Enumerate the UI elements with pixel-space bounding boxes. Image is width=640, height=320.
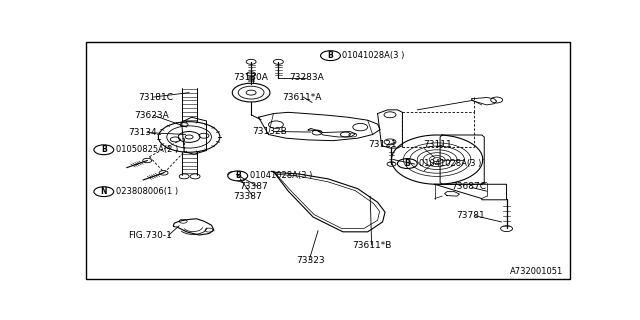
Text: 73121: 73121 bbox=[369, 140, 397, 149]
Text: 73611*B: 73611*B bbox=[352, 241, 391, 250]
Text: B: B bbox=[404, 159, 410, 168]
Text: 023808006(1 ): 023808006(1 ) bbox=[116, 187, 178, 196]
Text: B: B bbox=[328, 51, 333, 60]
Text: B: B bbox=[101, 145, 107, 154]
Text: 73387: 73387 bbox=[239, 182, 268, 191]
Text: A732001051: A732001051 bbox=[510, 267, 564, 276]
Text: 73283A: 73283A bbox=[289, 73, 324, 82]
Text: 73111: 73111 bbox=[423, 140, 452, 149]
Circle shape bbox=[228, 171, 248, 181]
Text: 73623A: 73623A bbox=[134, 111, 170, 120]
Text: 73132B: 73132B bbox=[253, 127, 287, 136]
Text: 73781: 73781 bbox=[456, 211, 484, 220]
Text: 73611*A: 73611*A bbox=[282, 92, 322, 101]
Text: 73387: 73387 bbox=[233, 192, 262, 201]
Text: 73134: 73134 bbox=[129, 128, 157, 137]
Circle shape bbox=[94, 187, 114, 196]
Text: 73130A: 73130A bbox=[233, 73, 268, 82]
Text: 73323: 73323 bbox=[296, 256, 324, 265]
Text: 01041028A(3 ): 01041028A(3 ) bbox=[342, 51, 404, 60]
Text: 01041028A(3 ): 01041028A(3 ) bbox=[250, 172, 312, 180]
Text: 01041028A(3 ): 01041028A(3 ) bbox=[419, 159, 482, 168]
Circle shape bbox=[397, 159, 417, 169]
Text: N: N bbox=[100, 187, 107, 196]
Text: 73181C: 73181C bbox=[138, 92, 173, 101]
Text: 73687C: 73687C bbox=[451, 182, 486, 191]
Circle shape bbox=[321, 51, 340, 60]
Text: B: B bbox=[235, 172, 241, 180]
Text: FIG.730-1: FIG.730-1 bbox=[129, 231, 173, 240]
Text: 01050825A(2 ): 01050825A(2 ) bbox=[116, 145, 178, 154]
Circle shape bbox=[94, 145, 114, 155]
